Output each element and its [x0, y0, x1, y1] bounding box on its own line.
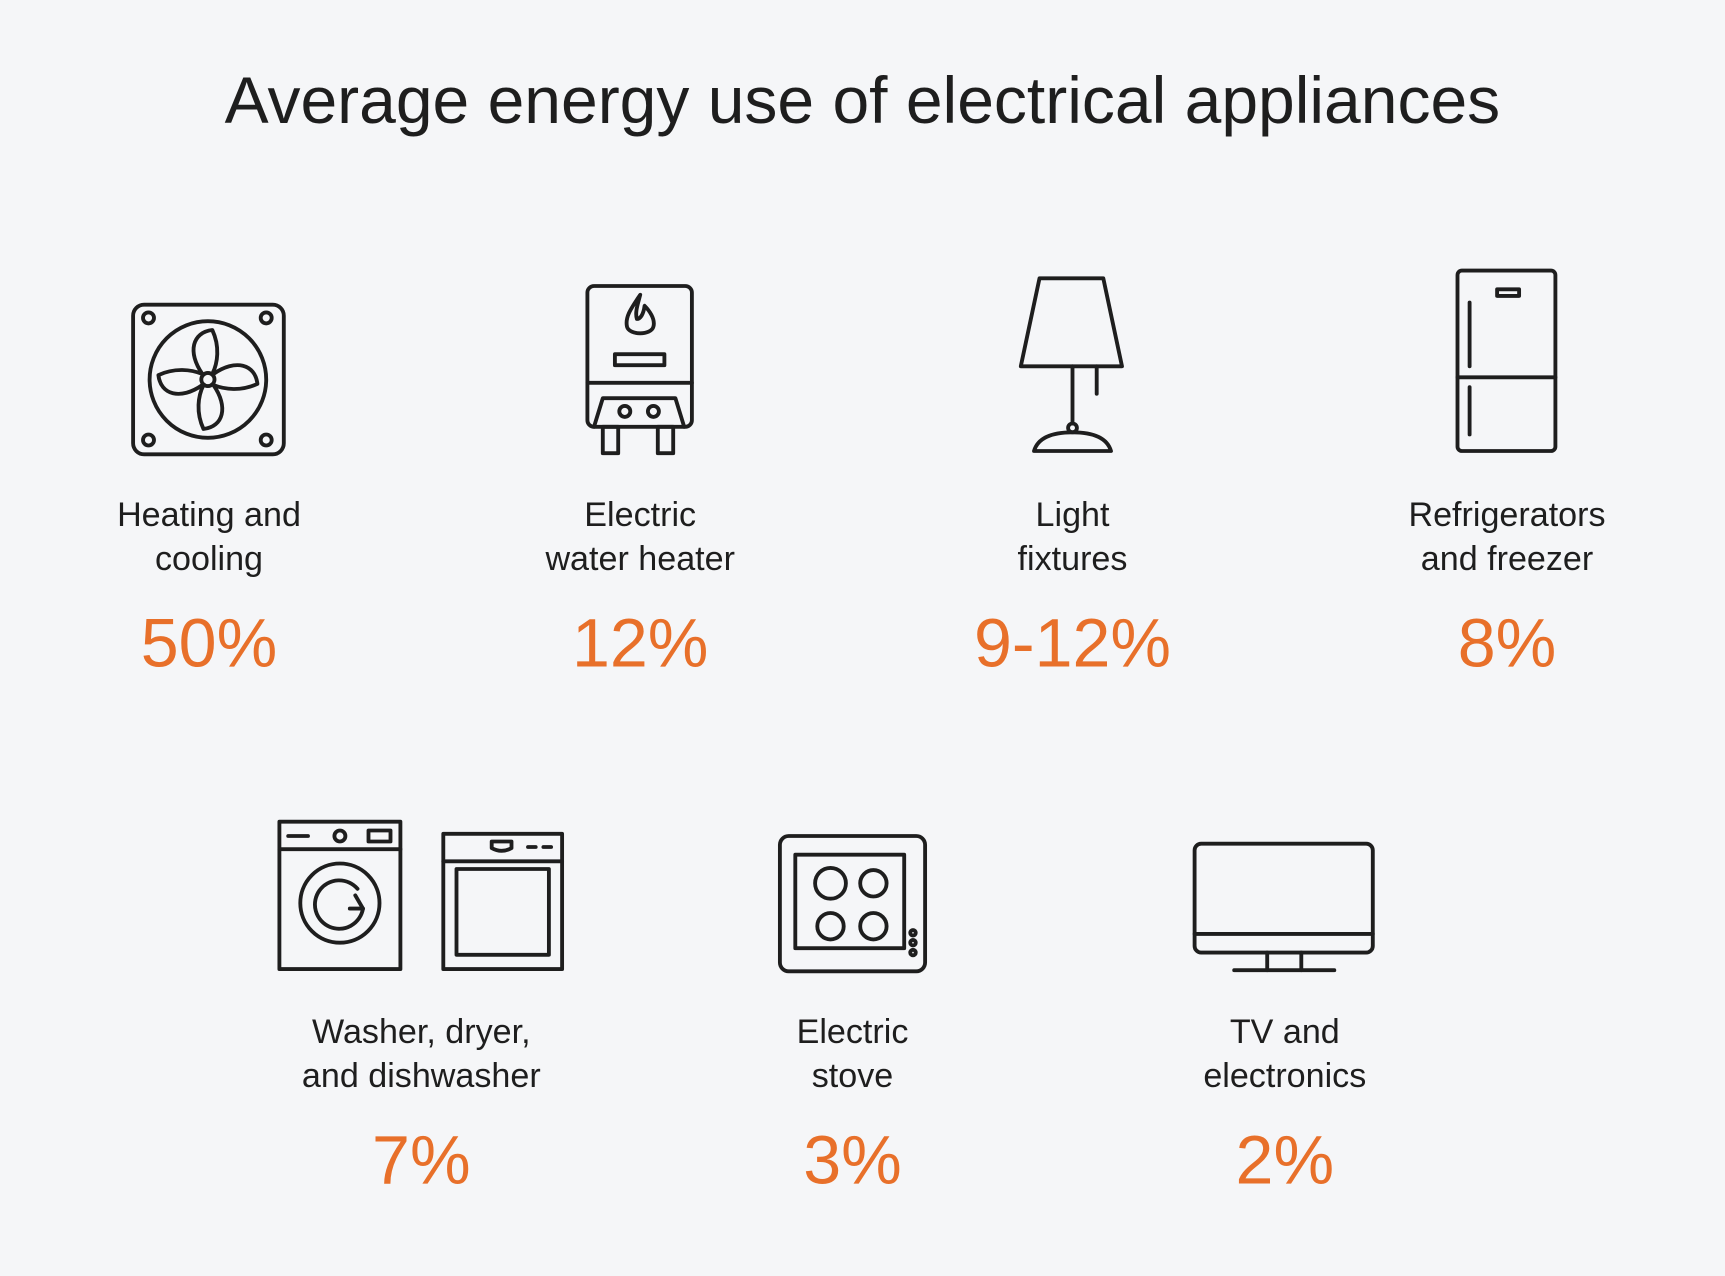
item-value: 9-12%	[974, 606, 1171, 682]
item-label: Washer, dryer,	[312, 1013, 531, 1051]
fridge-icon	[1455, 268, 1558, 453]
item-label: and dishwasher	[302, 1057, 541, 1095]
item-label: stove	[812, 1057, 894, 1095]
item-value: 7%	[372, 1123, 471, 1199]
item-label: electronics	[1203, 1057, 1366, 1095]
item-label: Electric	[584, 496, 696, 534]
washer-dishwasher-icon	[277, 819, 565, 972]
fan-icon	[131, 302, 286, 457]
item-value: 2%	[1236, 1123, 1335, 1199]
title: Average energy use of electrical applian…	[225, 63, 1501, 137]
item-value: 50%	[141, 606, 277, 682]
item-label: water heater	[544, 540, 735, 578]
item-label: TV and	[1230, 1013, 1340, 1051]
tv-icon	[1192, 841, 1375, 973]
item-label: cooling	[155, 540, 263, 578]
item-label: Electric	[797, 1013, 909, 1051]
item-label: Light	[1036, 496, 1110, 534]
item-label: fixtures	[1018, 540, 1128, 578]
stove-icon	[777, 834, 928, 974]
item-label: Refrigerators	[1408, 496, 1605, 534]
item-label: Heating and	[117, 496, 301, 534]
water-heater-icon	[585, 284, 694, 456]
item-value: 8%	[1458, 606, 1557, 682]
lamp-icon	[1018, 276, 1124, 453]
item-value: 3%	[803, 1123, 902, 1199]
item-value: 12%	[572, 606, 708, 682]
item-label: and freezer	[1421, 540, 1593, 578]
